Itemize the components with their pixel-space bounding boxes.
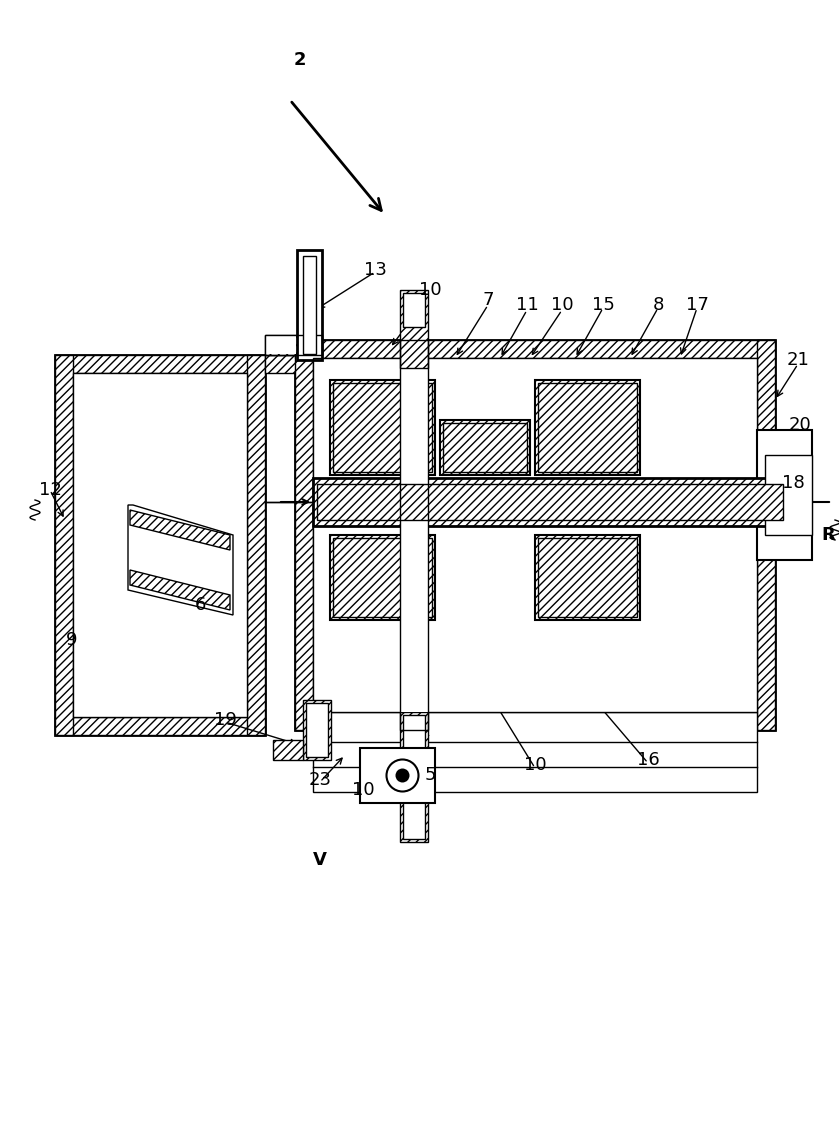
Text: V: V: [313, 851, 327, 869]
Text: 5: 5: [425, 766, 435, 784]
Text: 9: 9: [66, 631, 78, 649]
Polygon shape: [130, 510, 230, 550]
Bar: [303, 256, 316, 354]
Text: 10: 10: [419, 281, 441, 298]
Bar: [443, 422, 527, 472]
Text: 15: 15: [591, 296, 614, 315]
Bar: [538, 538, 637, 616]
Bar: [440, 420, 530, 475]
Bar: [403, 715, 425, 839]
Bar: [403, 293, 425, 327]
Bar: [538, 383, 637, 472]
Bar: [757, 340, 775, 730]
Text: 23: 23: [309, 771, 331, 789]
Bar: [317, 484, 783, 520]
Bar: [55, 355, 73, 735]
Bar: [313, 358, 757, 712]
Bar: [55, 355, 265, 373]
Text: 10: 10: [524, 757, 546, 774]
Bar: [333, 538, 432, 616]
Text: 13: 13: [363, 261, 387, 279]
Bar: [295, 340, 775, 730]
Bar: [295, 712, 775, 730]
Bar: [333, 538, 432, 616]
Bar: [297, 250, 322, 360]
Text: 16: 16: [637, 751, 659, 769]
Bar: [266, 336, 296, 354]
Bar: [360, 748, 435, 802]
Bar: [400, 712, 428, 841]
Bar: [765, 455, 812, 535]
Bar: [317, 484, 783, 520]
Text: 10: 10: [550, 296, 573, 315]
Circle shape: [387, 760, 419, 791]
Bar: [403, 715, 425, 839]
Text: 12: 12: [39, 481, 61, 499]
Bar: [265, 355, 310, 373]
Text: 17: 17: [685, 296, 708, 315]
Bar: [538, 538, 637, 616]
Text: 21: 21: [787, 351, 810, 369]
Bar: [757, 430, 812, 560]
Bar: [443, 422, 527, 472]
Bar: [55, 355, 265, 735]
Bar: [535, 380, 640, 475]
Text: R: R: [821, 526, 835, 544]
Text: 19: 19: [214, 711, 237, 729]
Bar: [273, 740, 303, 760]
Bar: [55, 718, 265, 735]
Bar: [330, 380, 435, 475]
Text: 8: 8: [652, 296, 664, 315]
Text: 18: 18: [782, 474, 805, 492]
Circle shape: [395, 768, 409, 783]
Bar: [295, 340, 775, 358]
Bar: [538, 383, 637, 472]
Bar: [535, 535, 640, 620]
Text: 7: 7: [482, 290, 493, 309]
Text: 20: 20: [789, 416, 811, 434]
Bar: [265, 335, 322, 355]
Bar: [400, 290, 428, 369]
Bar: [73, 373, 247, 718]
Bar: [333, 383, 432, 472]
Bar: [306, 703, 328, 757]
Bar: [73, 373, 247, 718]
Text: 2: 2: [294, 51, 306, 69]
Bar: [265, 335, 322, 355]
Bar: [303, 700, 331, 760]
Bar: [313, 358, 757, 712]
Bar: [330, 535, 435, 620]
Text: 11: 11: [516, 296, 539, 315]
Bar: [247, 355, 265, 735]
Bar: [400, 358, 428, 712]
Bar: [306, 703, 328, 757]
Text: 6: 6: [195, 596, 206, 614]
Polygon shape: [130, 571, 230, 610]
Bar: [313, 712, 757, 792]
Bar: [295, 340, 313, 730]
Text: 10: 10: [352, 781, 374, 799]
Bar: [333, 383, 432, 472]
Bar: [400, 340, 428, 730]
Bar: [297, 250, 322, 360]
Bar: [313, 478, 787, 526]
Bar: [403, 293, 425, 327]
